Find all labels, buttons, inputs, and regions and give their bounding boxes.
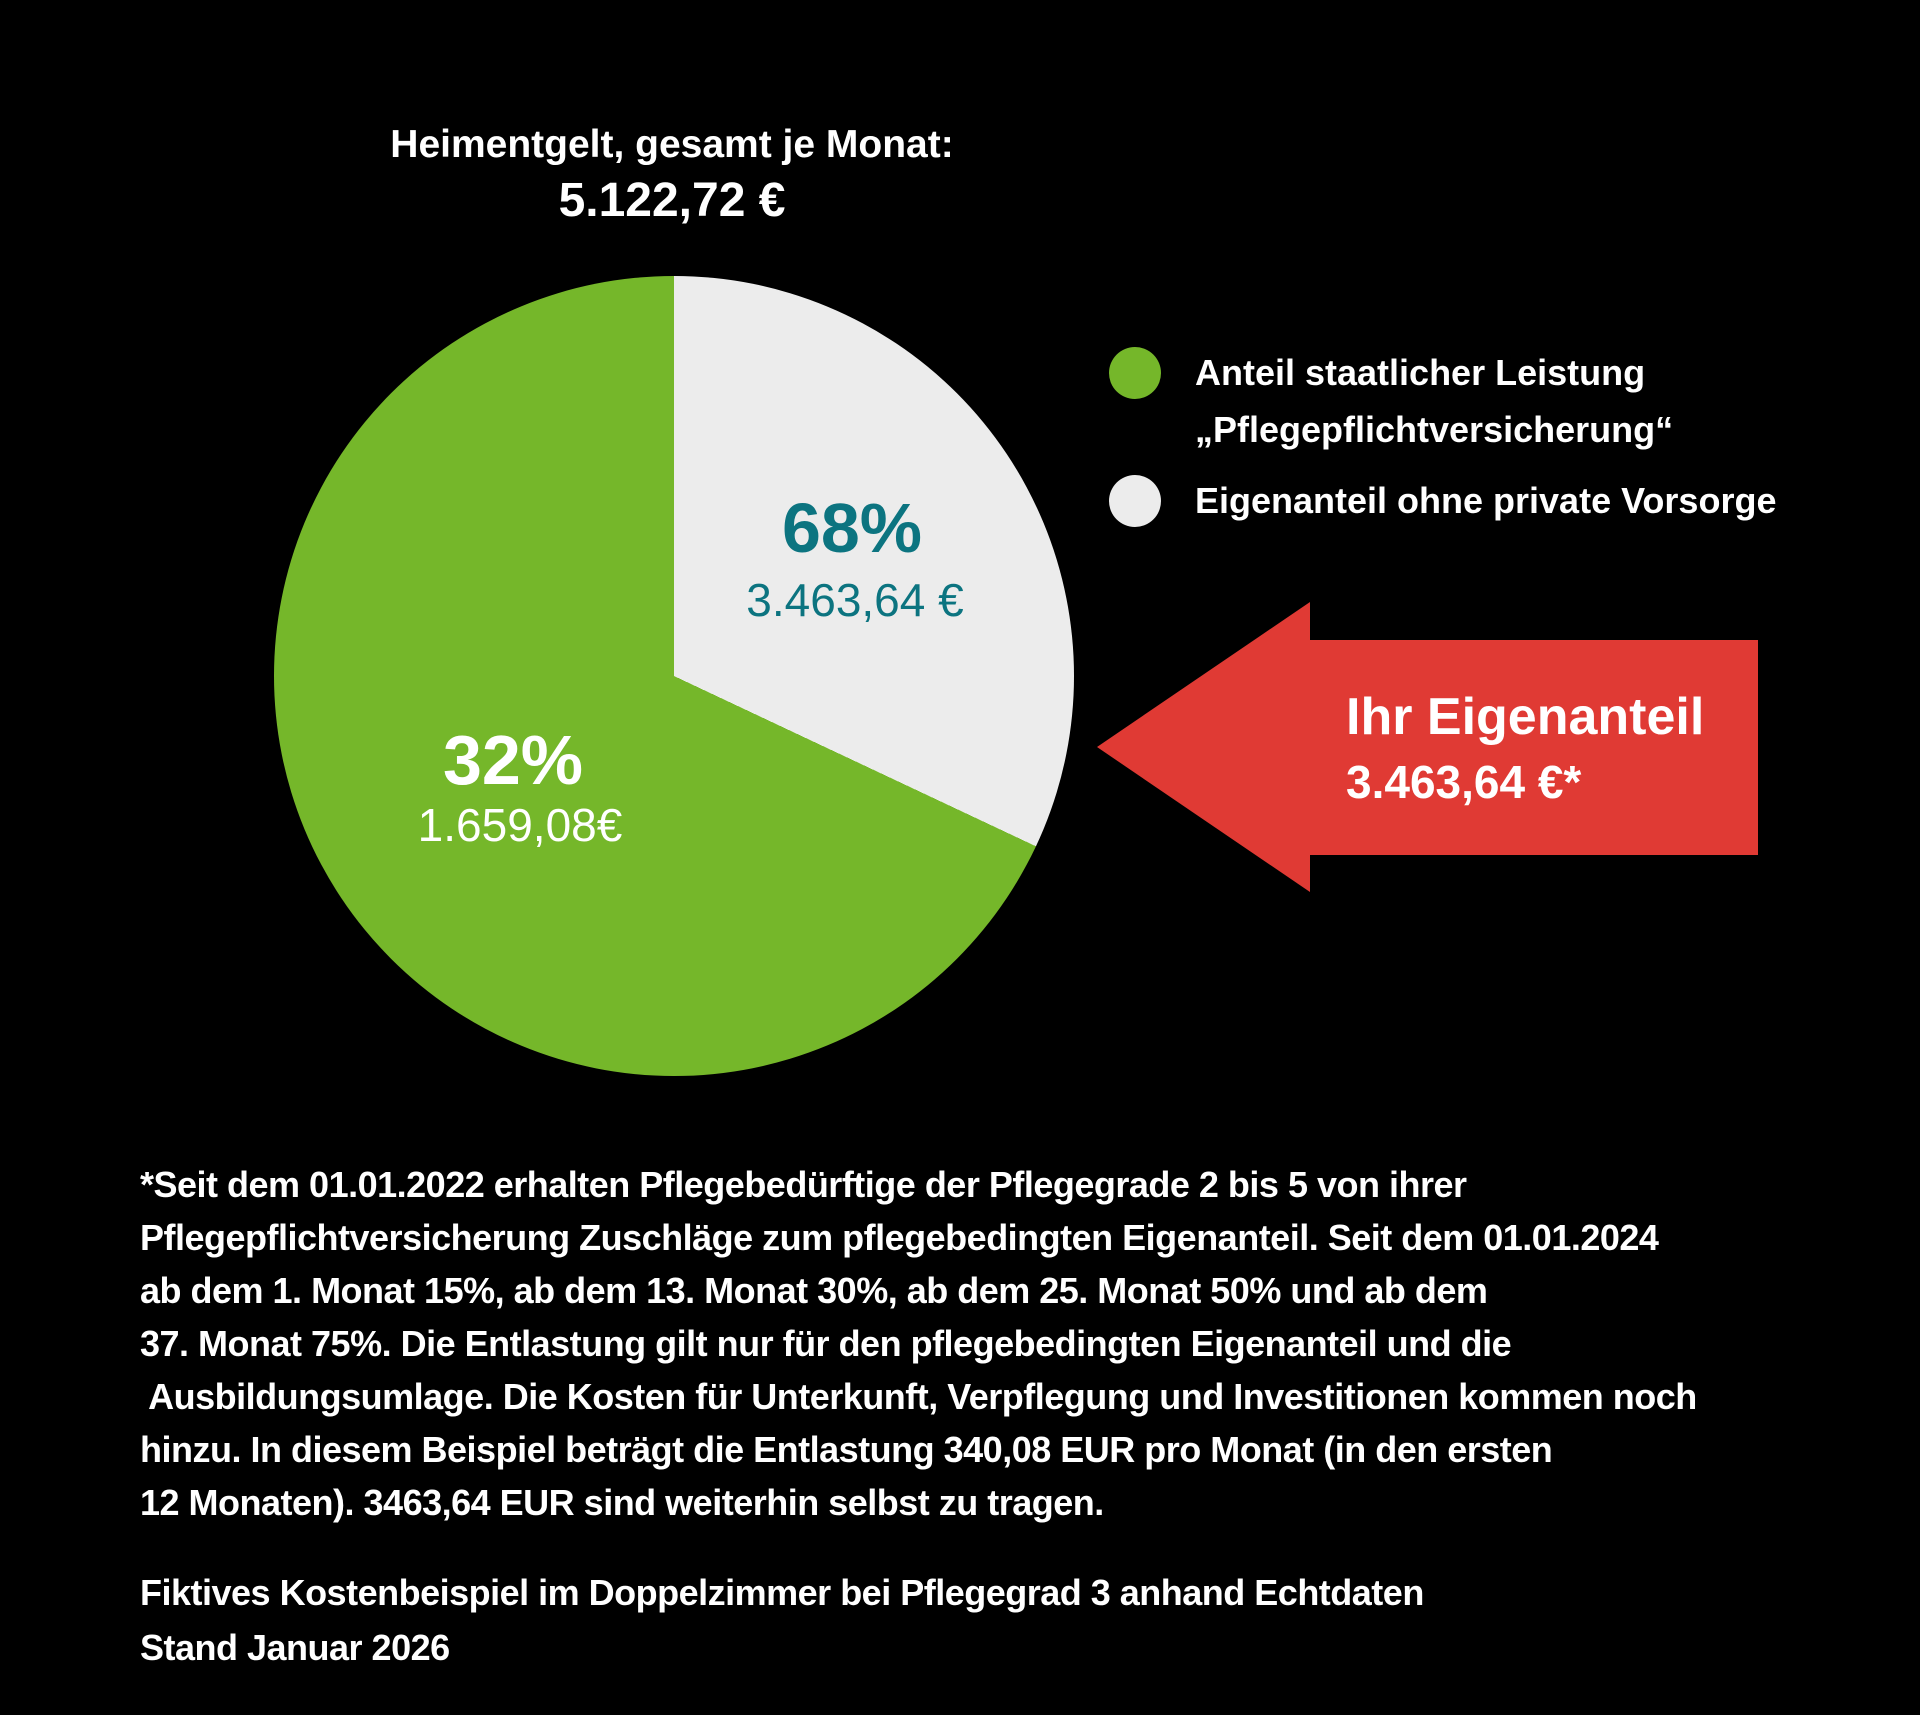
- footnote-line: Ausbildungsumlage. Die Kosten für Unterk…: [140, 1376, 1697, 1417]
- legend-item-own-share: Eigenanteil ohne private Vorsorge: [1109, 472, 1776, 529]
- footnote-line: 37. Monat 75%. Die Entlastung gilt nur f…: [140, 1323, 1512, 1364]
- chart-title: Heimentgelt, gesamt je Monat:: [390, 123, 954, 166]
- footnote-paragraph: *Seit dem 01.01.2022 erhalten Pflegebedü…: [140, 1158, 1697, 1529]
- footnote-line: ab dem 1. Monat 15%, ab dem 13. Monat 30…: [140, 1270, 1488, 1311]
- pie-label-gray-value: 3.463,64 €: [746, 574, 964, 626]
- legend-label-state-share-line2: „Pflegepflichtversicherung“: [1195, 409, 1674, 450]
- example-note-block: Fiktives Kostenbeispiel im Doppelzimmer …: [140, 1565, 1424, 1675]
- legend-dot-green-icon: [1109, 347, 1161, 399]
- legend-label-state-share: Anteil staatlicher Leistung „Pflegepflic…: [1195, 344, 1673, 458]
- example-note-line: Fiktives Kostenbeispiel im Doppelzimmer …: [140, 1572, 1424, 1613]
- legend-dot-gray-icon: [1109, 475, 1161, 527]
- own-share-callout-title: Ihr Eigenanteil: [1346, 687, 1705, 746]
- footnote-line: *Seit dem 01.01.2022 erhalten Pflegebedü…: [140, 1164, 1467, 1205]
- footnote-line: 12 Monaten). 3463,64 EUR sind weiterhin …: [140, 1482, 1104, 1523]
- chart-total-value: 5.122,72 €: [558, 174, 786, 227]
- footnote-line: Pflegepflichtversicherung Zuschläge zum …: [140, 1217, 1659, 1258]
- pie-label-gray-percent: 68%: [781, 489, 923, 567]
- pie-chart: 68% 3.463,64 € 32% 1.659,08€: [274, 276, 1074, 1076]
- example-note-date: Stand Januar 2026: [140, 1627, 450, 1668]
- chart-title-block: Heimentgelt, gesamt je Monat: 5.122,72 €: [272, 122, 1072, 228]
- footnote-line: hinzu. In diesem Beispiel beträgt die En…: [140, 1429, 1553, 1470]
- pie-label-green-percent: 32%: [442, 721, 584, 799]
- legend-label-state-share-line1: Anteil staatlicher Leistung: [1195, 352, 1646, 393]
- left-arrow-icon: [1097, 602, 1310, 892]
- legend-item-state-share: Anteil staatlicher Leistung „Pflegepflic…: [1109, 344, 1673, 458]
- pie-label-green-value: 1.659,08€: [417, 799, 623, 851]
- legend-label-own-share: Eigenanteil ohne private Vorsorge: [1195, 480, 1777, 521]
- own-share-callout-value: 3.463,64 €*: [1346, 755, 1582, 808]
- own-share-callout: Ihr Eigenanteil 3.463,64 €*: [1310, 640, 1758, 855]
